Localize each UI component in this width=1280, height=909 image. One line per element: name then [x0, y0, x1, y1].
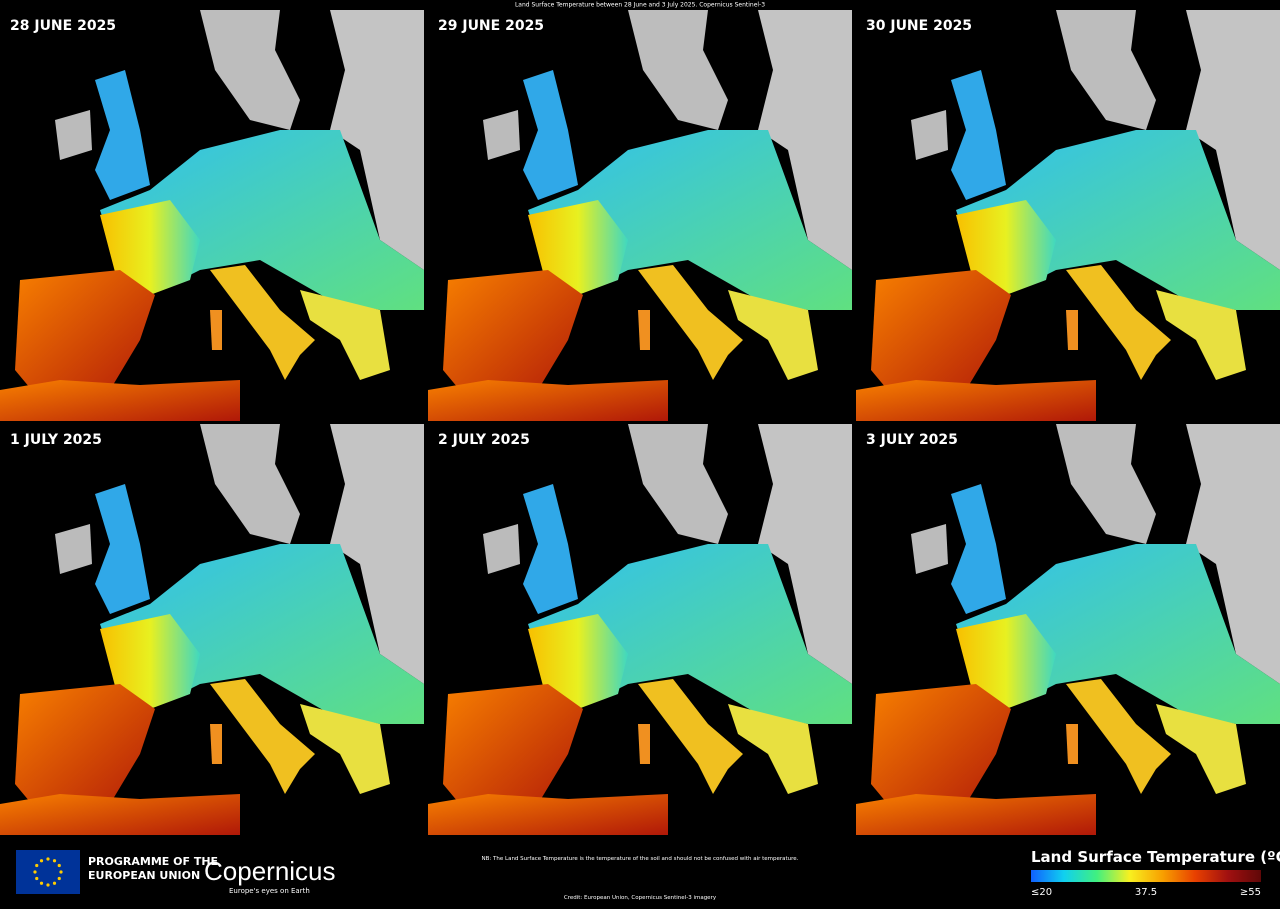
panel-date: 28 JUNE 2025: [10, 18, 116, 34]
programme-line: PROGRAMME OF THE: [88, 855, 218, 868]
map-panel: 1 JULY 2025: [0, 424, 424, 835]
colorbar-ticks: ≤20 37.5 ≥55: [1031, 887, 1261, 898]
colorbar-tick-label: 37.5: [1135, 887, 1157, 898]
panel-date: 2 JULY 2025: [438, 432, 530, 448]
eu-flag: [16, 850, 80, 894]
credit: Credit: European Union, Copernicus Senti…: [564, 895, 717, 901]
main-title: Land Surface Temperature between 28 June…: [515, 2, 765, 9]
legend-title: Land Surface Temperature (ºC): [1031, 848, 1280, 866]
colorbar-tick-label: ≤20: [1031, 887, 1052, 898]
copernicus-tagline: Europe's eyes on Earth: [229, 887, 310, 895]
panel-date: 3 JULY 2025: [866, 432, 958, 448]
panel-grid: 28 JUNE 2025 29 JUNE 2025 30 JUNE 2025 1 JU…: [0, 10, 1280, 835]
map-panel: 30 JUNE 2025: [856, 10, 1280, 421]
map-panel: 2 JULY 2025: [428, 424, 852, 835]
panel-date: 1 JULY 2025: [10, 432, 102, 448]
map-panel: 3 JULY 2025: [856, 424, 1280, 835]
note: NB: The Land Surface Temperature is the …: [482, 856, 799, 862]
panel-date: 30 JUNE 2025: [866, 18, 972, 34]
colorbar-tick-label: ≥55: [1240, 887, 1261, 898]
copernicus-logo: Copernicus: [204, 856, 336, 886]
panel-date: 29 JUNE 2025: [438, 18, 544, 34]
map-panel: 28 JUNE 2025: [0, 10, 424, 421]
colorbar: [1031, 870, 1261, 882]
programme-line: EUROPEAN UNION: [88, 869, 200, 882]
map-panel: 29 JUNE 2025: [428, 10, 852, 421]
eu-stars: [33, 857, 63, 887]
